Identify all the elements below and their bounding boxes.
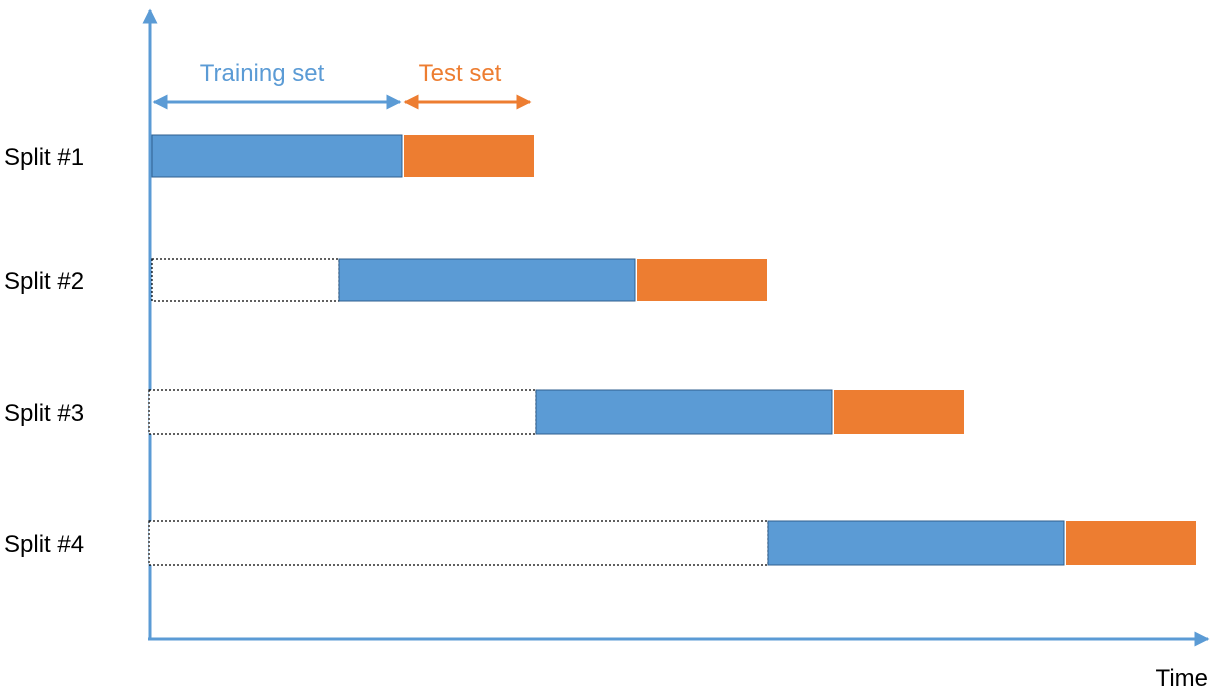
split-row: Split #2 — [4, 258, 767, 302]
split-row: Split #3 — [4, 389, 964, 435]
unused-data-segment — [151, 258, 340, 302]
split-row: Split #1 — [4, 134, 534, 178]
split-label: Split #1 — [4, 144, 84, 171]
test-segment — [1066, 521, 1196, 565]
unused-data-segment — [148, 389, 537, 435]
training-segment — [151, 134, 403, 178]
test-segment — [404, 135, 534, 177]
split-label: Split #4 — [4, 531, 84, 558]
split-label: Split #3 — [4, 400, 84, 427]
unused-data-segment — [148, 520, 769, 566]
splits-layer: Split #1 Split #2 Split #3 Split #4 — [4, 134, 1196, 566]
test-segment — [637, 259, 767, 301]
test-set-label: Test set — [419, 60, 502, 87]
test-segment — [834, 390, 964, 434]
training-segment — [535, 389, 833, 435]
split-label: Split #2 — [4, 268, 84, 295]
training-segment — [338, 258, 636, 302]
split-row: Split #4 — [4, 520, 1196, 566]
training-segment — [767, 520, 1065, 566]
training-set-label: Training set — [200, 60, 325, 87]
x-axis-label: Time — [1156, 665, 1208, 692]
